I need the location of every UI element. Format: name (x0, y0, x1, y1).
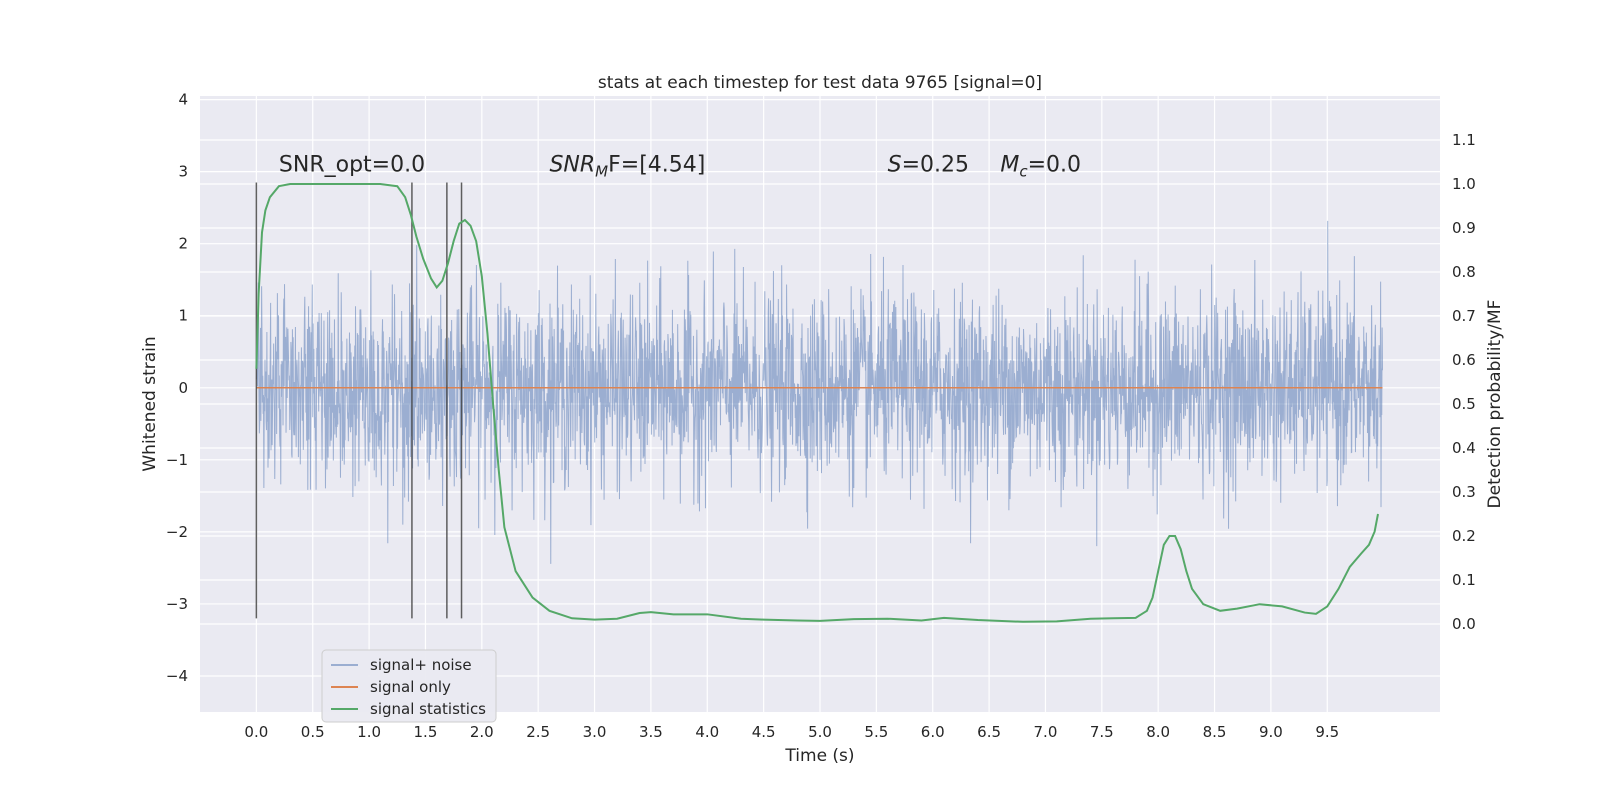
annotations: SNR_opt=0.0 SNRMF=[4.54] S=0.25 Mc=0.0 (279, 153, 1081, 181)
annotation-mc-prefix: M (1000, 153, 1019, 178)
y-right-tick-label: 1.1 (1452, 131, 1476, 149)
annotation-snr-mf-sub: M (595, 163, 608, 181)
y-right-tick-label: 0.8 (1452, 263, 1476, 281)
y-right-axis-label: Detection probability/MF (1485, 300, 1505, 509)
x-tick-label: 3.0 (583, 723, 607, 741)
y-tick-label: −3 (166, 595, 188, 613)
x-tick-label: 1.0 (357, 723, 381, 741)
annotation-mc: Mc=0.0 (1000, 153, 1081, 181)
y-tick-label: −1 (166, 451, 188, 469)
x-tick-label: 0.5 (301, 723, 325, 741)
x-tick-label: 6.5 (977, 723, 1001, 741)
x-tick-label: 8.5 (1203, 723, 1227, 741)
y-right-tick-label: 0.9 (1452, 219, 1476, 237)
y-tick-label: 3 (178, 163, 188, 181)
annotation-mc-suffix: =0.0 (1028, 153, 1081, 178)
y-right-tick-label: 0.5 (1452, 395, 1476, 413)
y-tick-label: 4 (178, 91, 188, 109)
annotation-snr-mf: SNRMF=[4.54] (549, 153, 705, 181)
x-tick-label: 9.5 (1315, 723, 1339, 741)
signal-statistics-series (255, 183, 1379, 623)
x-tick-label: 7.5 (1090, 723, 1114, 741)
x-tick-labels: 0.0 0.5 1.0 1.5 2.0 2.5 3.0 3.5 4.0 4.5 5.0 5.5 6.0 6… (244, 723, 1339, 741)
y-right-tick-labels: 1.1 1.0 0.9 0.8 0.7 0.6 0.5 0.4 0.3 0.2 0.1 0.0 (1452, 131, 1476, 633)
x-tick-label: 2.5 (526, 723, 550, 741)
y-right-tick-label: 1.0 (1452, 175, 1476, 193)
vertical-markers (255, 182, 463, 619)
x-axis-label: Time (s) (784, 746, 854, 766)
x-tick-label: 5.0 (808, 723, 832, 741)
y-tick-label: 1 (178, 307, 188, 325)
signal-statistics-line (255, 183, 1379, 623)
legend-label-signal-only: signal only (370, 678, 451, 696)
y-right-tick-label: 0.1 (1452, 571, 1476, 589)
x-tick-label: 5.5 (864, 723, 888, 741)
x-tick-label: 1.5 (414, 723, 438, 741)
x-tick-label: 2.0 (470, 723, 494, 741)
y-right-tick-label: 0.7 (1452, 307, 1476, 325)
y-right-tick-label: 0.2 (1452, 527, 1476, 545)
annotation-snr-mf-prefix: SNR (549, 153, 595, 178)
annotation-mc-sub: c (1019, 163, 1028, 181)
annotation-s-suffix: =0.25 (902, 153, 969, 178)
y-right-tick-label: 0.0 (1452, 615, 1476, 633)
annotation-s-prefix: S (888, 153, 902, 178)
x-tick-label: 6.0 (921, 723, 945, 741)
y-right-tick-label: 0.6 (1452, 351, 1476, 369)
annotation-snr-opt: SNR_opt=0.0 (279, 153, 425, 178)
x-tick-label: 9.0 (1259, 723, 1283, 741)
y-tick-labels: 4 3 2 1 0 −1 −2 −3 −4 (166, 91, 188, 685)
signal-plus-noise-series (255, 220, 1384, 564)
annotation-snr-mf-suffix: F=[4.54] (608, 153, 705, 178)
y-tick-label: −2 (166, 523, 188, 541)
y-right-tick-label: 0.3 (1452, 483, 1476, 501)
legend-label-signal-statistics: signal statistics (370, 700, 486, 718)
x-tick-label: 8.0 (1146, 723, 1170, 741)
x-tick-label: 0.0 (244, 723, 268, 741)
x-tick-label: 7.0 (1034, 723, 1058, 741)
y-tick-label: 2 (178, 235, 188, 253)
y-tick-label: −4 (166, 667, 188, 685)
legend-label-signal-noise: signal+ noise (370, 656, 472, 674)
x-tick-label: 4.0 (695, 723, 719, 741)
x-tick-label: 3.5 (639, 723, 663, 741)
signal-plus-noise-line (255, 220, 1384, 564)
legend: signal+ noise signal only signal statist… (321, 649, 497, 723)
chart-title: stats at each timestep for test data 976… (598, 73, 1042, 93)
annotation-s: S=0.25 (888, 153, 969, 178)
y-axis-label: Whitened strain (140, 336, 160, 471)
legend-box (321, 649, 497, 723)
y-right-tick-label: 0.4 (1452, 439, 1476, 457)
x-tick-label: 4.5 (752, 723, 776, 741)
y-tick-label: 0 (178, 379, 188, 397)
